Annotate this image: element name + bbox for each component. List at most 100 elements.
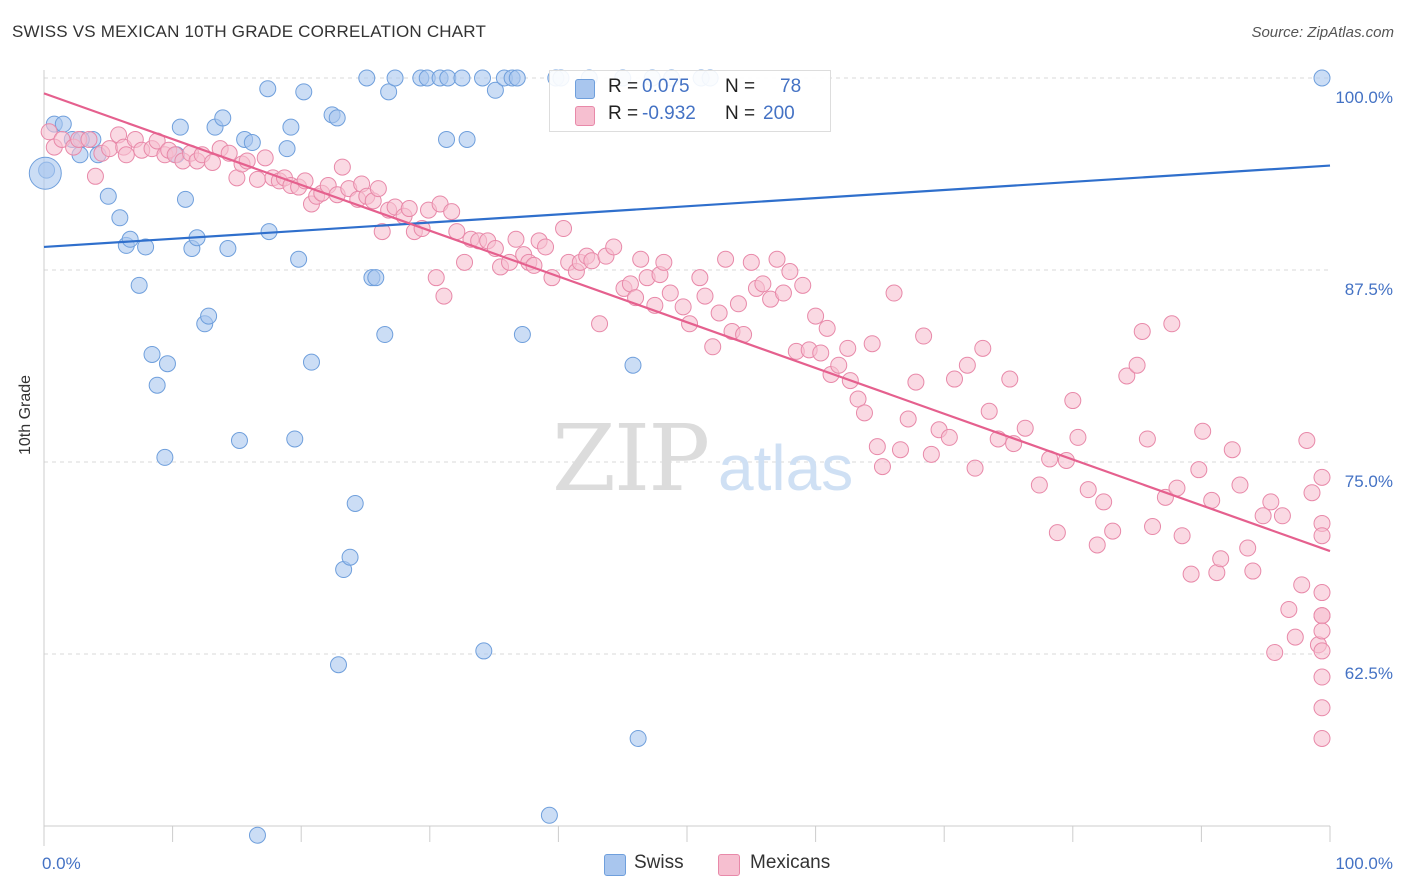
swiss-point [458,130,476,148]
y-tick-label: 75.0% [1345,472,1393,491]
watermark-zip: ZIP [552,405,708,512]
mexicans-point [742,253,760,271]
swiss-point [214,109,232,127]
mexicans-point [812,344,830,362]
mexicans-point [1144,518,1162,536]
swiss-point [380,83,398,101]
mexicans-point [1182,565,1200,583]
y-axis-title: 10th Grade [17,374,34,455]
mexicans-point [435,287,453,305]
mexicans-point [958,356,976,374]
swiss-point [137,238,155,256]
mexicans-point [1313,668,1331,686]
swiss-point [624,356,642,374]
mexicans-point [1190,461,1208,479]
mexicans-point [674,298,692,316]
legend-swiss-r-value: 0.075 [642,76,690,97]
swiss-point [302,353,320,371]
swiss-point [328,109,346,127]
swiss-point [329,656,347,674]
watermark-atlas: atlas [718,432,853,504]
swiss-point [1313,69,1331,87]
legend-mexicans-label: Mexicans [750,852,831,873]
swiss-point [200,307,218,325]
mexicans-point [1030,476,1048,494]
swiss-point [629,729,647,747]
swiss-point [376,326,394,344]
mexicans-point [427,269,445,287]
mexicans-point [830,356,848,374]
swiss-point [282,118,300,136]
mexicans-point [781,263,799,281]
mexicans-point [507,230,525,248]
swiss-point [513,326,531,344]
swiss-swatch-icon [575,79,595,99]
mexicans-point [1313,622,1331,640]
mexicans-point [1298,431,1316,449]
mexicans-point [945,370,963,388]
y-tick-label: 100.0% [1335,88,1393,107]
y-tick-label: 87.5% [1345,280,1393,299]
legend-r-label: R = [608,76,639,97]
mexicans-point [710,304,728,322]
mexicans-legend-icon [718,854,740,876]
mexicans-point [591,315,609,333]
mexicans-point [974,339,992,357]
legend-swiss-n-value: 78 [780,76,802,97]
x-tick-label: 0.0% [42,854,81,873]
mexicans-swatch-icon [575,106,595,126]
swiss-point [475,642,493,660]
swiss-point [439,69,457,87]
swiss-point [386,69,404,87]
mexicans-point [1223,441,1241,459]
mexicans-point [717,250,735,268]
legend-mexicans-n-value: 200 [763,103,795,124]
swiss-point [171,118,189,136]
swiss-point [156,448,174,466]
mexicans-point [839,339,857,357]
mexicans-point [754,275,772,293]
mexicans-point [855,404,873,422]
mexicans-point [863,335,881,353]
mexicans-point [1088,536,1106,554]
mexicans-point [1313,729,1331,747]
mexicans-point [729,295,747,313]
swiss-point [130,276,148,294]
legend-row-swiss: R = 0.075 N = 78 [550,74,830,100]
source-label: Source: ZipAtlas.com [1251,24,1394,41]
mexicans-point [1286,628,1304,646]
swiss-point [248,826,266,844]
mexicans-point [868,438,886,456]
mexicans-point [807,307,825,325]
mexicans-point [899,410,917,428]
mexicans-point [907,373,925,391]
mexicans-point [443,203,461,221]
mexicans-point [117,146,135,164]
swiss-point [486,81,504,99]
mexicans-point [818,319,836,337]
mexicans-point [456,253,474,271]
legend-mexicans-r-value: -0.932 [642,103,696,124]
swiss-trend-line [43,164,1331,249]
mexicans-point [1254,507,1272,525]
legend-n-label: N = [725,103,756,124]
swiss-point [158,355,176,373]
mexicans-point [794,276,812,294]
swiss-point [219,239,237,257]
mexicans-point [40,123,58,141]
mexicans-point [1138,430,1156,448]
mexicans-point [1128,356,1146,374]
mexicans-point [980,402,998,420]
swiss-point [367,269,385,287]
swiss-point [540,806,558,824]
y-tick-label: 62.5% [1345,664,1393,683]
mexicans-point [1313,468,1331,486]
mexicans-point [632,250,650,268]
mexicans-point [1016,419,1034,437]
mexicans-point [1231,476,1249,494]
mexicans-point [1133,322,1151,340]
mexicans-point [849,390,867,408]
mexicans-point [583,252,601,270]
swiss-point [143,345,161,363]
mexicans-point [1293,576,1311,594]
